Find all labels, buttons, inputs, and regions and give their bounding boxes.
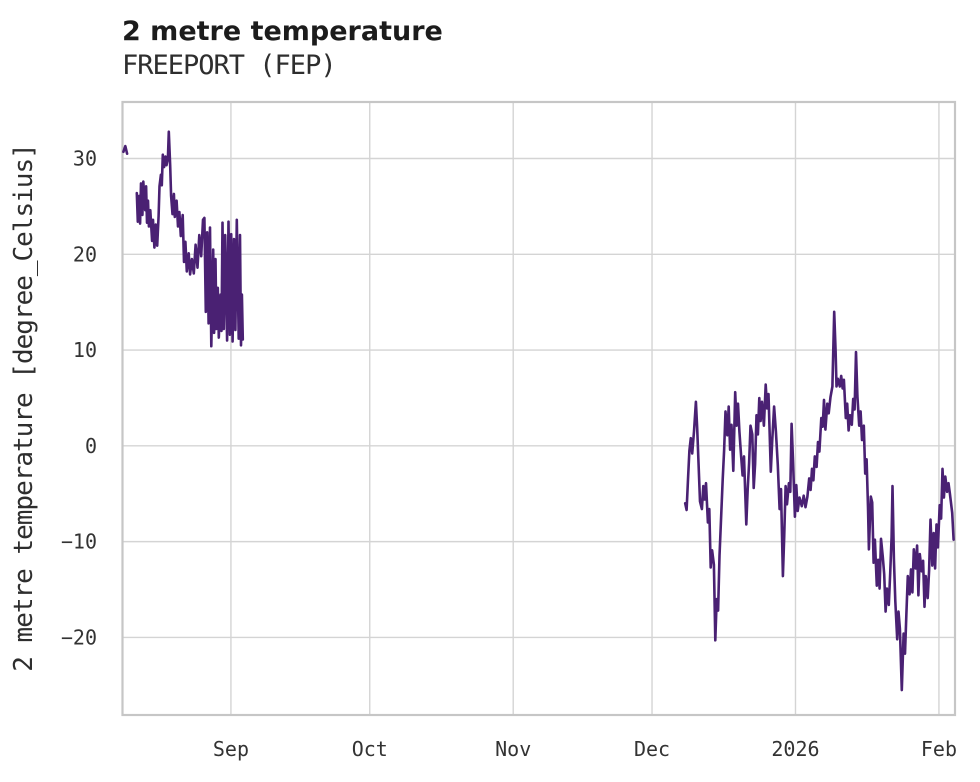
- y-axis-label: 2 metre temperature [degree_Celsius]: [9, 144, 39, 672]
- plot-border: [121, 100, 957, 717]
- y-tick-label: 0: [85, 434, 97, 458]
- temperature-line: [122, 144, 129, 155]
- chart-subtitle: FREEPORT (FEP): [122, 50, 337, 81]
- y-tick-label: 10: [73, 338, 97, 362]
- y-tick-label: 30: [73, 147, 97, 171]
- temperature-line: [135, 130, 245, 348]
- x-tick-label: Oct: [352, 737, 388, 761]
- y-tick-label: −20: [61, 625, 97, 649]
- x-tick-label: 2026: [771, 737, 819, 761]
- x-tick-label: Feb: [921, 737, 957, 761]
- x-tick-label: Dec: [634, 737, 670, 761]
- y-tick-label: −10: [61, 530, 97, 554]
- x-tick-label: Nov: [495, 737, 531, 761]
- chart-title: 2 metre temperature: [122, 16, 443, 47]
- temperature-line: [683, 310, 955, 692]
- y-tick-label: 20: [73, 242, 97, 266]
- x-tick-label: Sep: [213, 737, 249, 761]
